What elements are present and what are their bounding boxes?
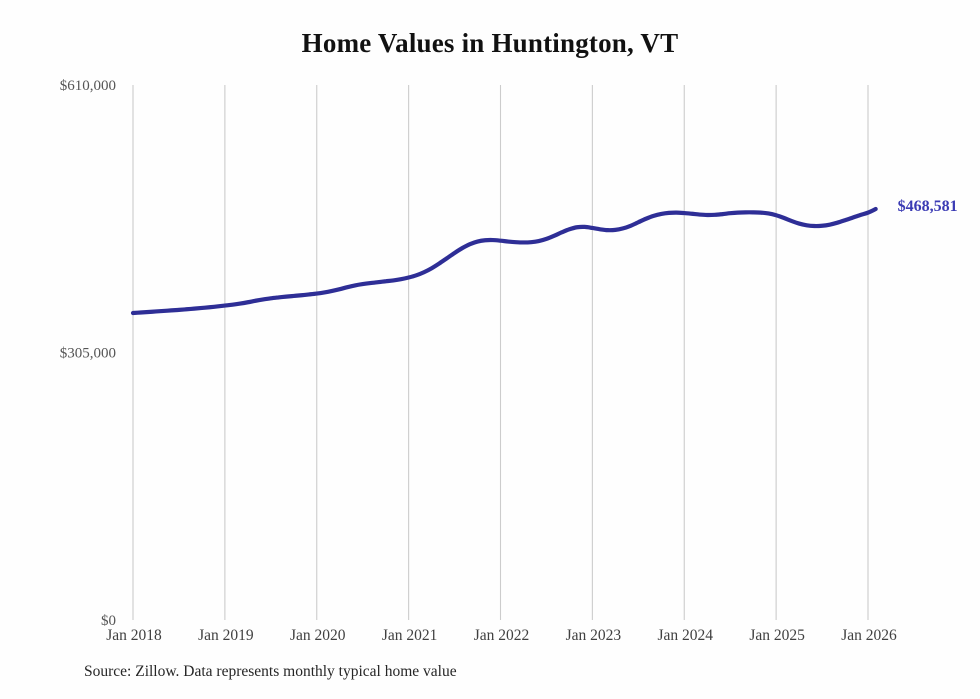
chart-title: Home Values in Huntington, VT [301,28,679,58]
x-tick-label: Jan 2018 [106,627,162,644]
x-tick-label: Jan 2019 [198,627,254,644]
y-axis-tick-labels: $610,000 $305,000 $0 [60,78,116,629]
x-tick-label: Jan 2021 [382,627,438,644]
y-tick-label: $610,000 [60,78,116,94]
x-tick-label: Jan 2026 [841,627,897,644]
gridlines-group [132,85,869,620]
x-axis-tick-labels: Jan 2018 Jan 2019 Jan 2020 Jan 2021 Jan 2022… [106,627,897,644]
source-caption: Source: Zillow. Data represents monthly … [84,663,457,680]
y-tick-label: $305,000 [60,346,116,362]
end-value-label: $468,581 [898,198,958,215]
x-tick-label: Jan 2025 [749,627,805,644]
y-tick-label: $0 [101,613,116,629]
x-tick-label: Jan 2024 [657,627,713,644]
x-tick-label: Jan 2020 [290,627,346,644]
home-value-line-series [130,206,878,316]
x-tick-label: Jan 2022 [474,627,530,644]
x-tick-label: Jan 2023 [566,627,622,644]
